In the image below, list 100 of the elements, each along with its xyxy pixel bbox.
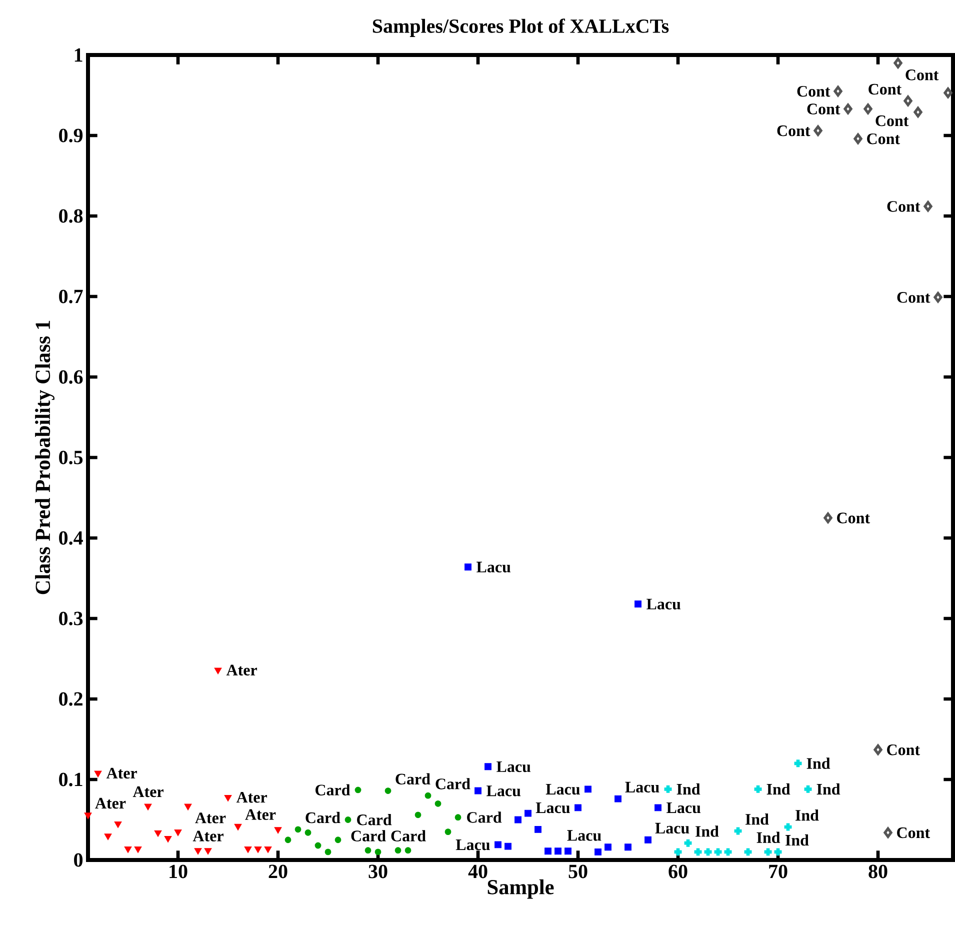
point bbox=[604, 844, 612, 851]
point bbox=[824, 512, 832, 524]
y-tick-label: 0 bbox=[74, 853, 83, 867]
data-label: Ater bbox=[195, 812, 226, 824]
point bbox=[614, 795, 622, 802]
data-label: Ind bbox=[816, 783, 840, 795]
data-label: Ind bbox=[766, 783, 790, 795]
data-label: Cont bbox=[867, 133, 900, 144]
point bbox=[594, 848, 602, 856]
point bbox=[214, 668, 222, 674]
y-tick-label: 0.7 bbox=[59, 290, 83, 304]
data-label: Ind bbox=[756, 832, 780, 844]
point bbox=[564, 848, 572, 855]
data-label: Lacu bbox=[476, 562, 511, 572]
point bbox=[374, 848, 382, 856]
point bbox=[384, 788, 392, 794]
data-label: Ind bbox=[785, 834, 809, 846]
y-tick-label: 0.4 bbox=[59, 531, 83, 545]
point bbox=[732, 826, 744, 836]
point bbox=[104, 834, 112, 840]
point bbox=[174, 830, 182, 836]
point bbox=[354, 786, 362, 794]
data-label: Ater bbox=[245, 809, 276, 820]
point bbox=[114, 822, 122, 828]
x-tick-label: 50 bbox=[568, 864, 588, 878]
point bbox=[254, 846, 262, 853]
point bbox=[772, 846, 784, 858]
data-label: Cont bbox=[777, 125, 810, 136]
point bbox=[294, 826, 302, 833]
point bbox=[554, 848, 562, 855]
point bbox=[464, 564, 472, 570]
y-tick-label: 0.2 bbox=[59, 692, 82, 706]
point bbox=[244, 846, 252, 853]
data-label: Lacu bbox=[625, 782, 660, 793]
point bbox=[484, 763, 492, 770]
data-label: Lacu bbox=[456, 840, 490, 850]
point bbox=[814, 125, 822, 136]
data-label: Cont bbox=[887, 201, 920, 212]
point bbox=[124, 846, 132, 853]
point bbox=[264, 846, 272, 853]
x-axis-title: Sample bbox=[488, 879, 554, 899]
x-tick-label: 70 bbox=[769, 864, 788, 878]
point bbox=[742, 846, 754, 858]
data-label: Ind bbox=[795, 809, 819, 821]
data-label: Cont bbox=[887, 744, 920, 756]
data-label: Card bbox=[391, 830, 426, 842]
data-label: Lacu bbox=[567, 830, 602, 841]
y-tick-label: 1 bbox=[74, 48, 82, 62]
point bbox=[344, 816, 352, 823]
y-tick-label: 0.3 bbox=[59, 612, 83, 626]
point bbox=[284, 836, 292, 844]
point bbox=[762, 846, 774, 858]
point bbox=[444, 828, 452, 836]
data-label: Cont bbox=[807, 104, 840, 114]
data-label: Cont bbox=[868, 84, 902, 95]
point bbox=[524, 810, 532, 817]
data-label: Lacu bbox=[486, 786, 521, 796]
data-label: Card bbox=[316, 784, 350, 796]
data-label: Cont bbox=[906, 70, 939, 80]
x-tick-label: 20 bbox=[268, 864, 288, 878]
y-tick-label: 0.9 bbox=[59, 128, 83, 142]
point bbox=[154, 830, 162, 837]
data-label: Ind bbox=[745, 813, 769, 825]
point bbox=[424, 792, 432, 799]
point bbox=[672, 846, 684, 858]
data-label: Lacu bbox=[646, 598, 681, 610]
data-label: Lacu bbox=[655, 822, 690, 834]
point bbox=[474, 787, 482, 794]
point bbox=[364, 847, 372, 854]
point bbox=[224, 794, 232, 802]
point bbox=[904, 96, 912, 106]
point bbox=[702, 846, 714, 858]
point bbox=[654, 804, 662, 812]
x-tick-label: 40 bbox=[468, 864, 488, 878]
data-label: Cont bbox=[897, 827, 930, 838]
data-label: Card bbox=[396, 773, 430, 784]
data-label: Card bbox=[357, 814, 392, 826]
data-label: Cont bbox=[897, 292, 930, 303]
data-label: Card bbox=[467, 812, 502, 823]
data-label: Ater bbox=[236, 792, 268, 803]
point bbox=[834, 86, 842, 97]
point bbox=[792, 758, 804, 769]
point bbox=[144, 804, 152, 810]
point bbox=[404, 847, 412, 854]
point bbox=[504, 842, 512, 850]
data-label: Card bbox=[436, 778, 470, 790]
data-label: Lacu bbox=[536, 802, 570, 814]
data-label: Ater bbox=[132, 786, 164, 798]
point bbox=[844, 104, 852, 114]
point bbox=[682, 838, 694, 848]
data-label: Cont bbox=[876, 115, 909, 126]
data-label: Ind bbox=[806, 758, 830, 769]
point bbox=[884, 827, 892, 838]
point bbox=[854, 133, 862, 144]
data-label: Lacu bbox=[496, 761, 531, 772]
point bbox=[204, 848, 212, 855]
data-label: Lacu bbox=[666, 802, 701, 814]
data-label: Ater bbox=[192, 830, 224, 842]
y-tick-label: 0.1 bbox=[59, 772, 82, 786]
y-tick-label: 0.6 bbox=[59, 370, 83, 384]
